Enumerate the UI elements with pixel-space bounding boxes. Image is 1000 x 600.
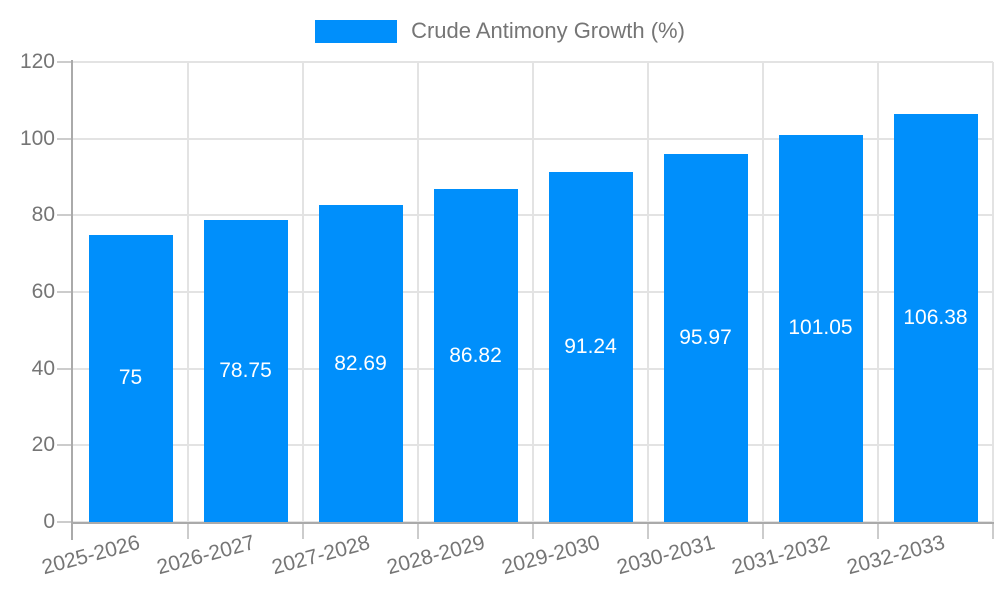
x-tick-mark <box>647 522 649 539</box>
x-tick-mark <box>762 522 764 539</box>
bar[interactable] <box>778 134 863 522</box>
y-axis-tick-label: 60 <box>31 280 55 303</box>
bar-value-label: 106.38 <box>903 306 968 330</box>
y-tick-mark <box>57 367 73 370</box>
x-gridline <box>532 62 534 522</box>
x-gridline <box>302 62 304 522</box>
y-axis-tick-label: 40 <box>31 356 55 380</box>
x-tick-mark <box>877 522 879 539</box>
x-axis-category-label: 2026-2027 <box>154 531 258 580</box>
bar-value-label: 91.24 <box>564 335 617 359</box>
x-gridline <box>877 62 879 522</box>
x-gridline <box>417 62 419 522</box>
x-tick-mark <box>992 522 994 539</box>
bar[interactable] <box>663 154 748 522</box>
bar-value-label: 78.75 <box>219 359 272 383</box>
bar[interactable] <box>433 189 518 522</box>
y-axis-tick-label: 20 <box>31 433 55 457</box>
y-axis-tick-label: 100 <box>19 126 55 150</box>
y-tick-mark <box>57 214 73 217</box>
x-axis-category-label: 2032-2033 <box>844 531 948 580</box>
y-axis-tick-label: 0 <box>43 510 55 533</box>
bar[interactable] <box>318 205 403 522</box>
y-axis-line <box>71 60 73 540</box>
y-tick-mark <box>57 291 73 293</box>
bar-value-label: 101.05 <box>788 316 853 340</box>
y-tick-mark <box>57 61 73 63</box>
bar-value-label: 75 <box>118 366 143 390</box>
y-tick-mark <box>57 444 73 447</box>
x-tick-mark <box>187 522 189 539</box>
bar-value-label: 82.69 <box>334 351 387 375</box>
bar[interactable] <box>88 234 173 522</box>
x-axis-category-label: 2030-2031 <box>614 531 718 580</box>
x-axis-category-label: 2025-2026 <box>39 531 143 580</box>
x-gridline <box>992 62 994 522</box>
y-axis-tick-label: 120 <box>19 50 55 73</box>
x-gridline <box>762 62 764 522</box>
bar-value-label: 86.82 <box>449 343 502 367</box>
x-axis-category-label: 2031-2032 <box>729 531 833 580</box>
x-axis-category-label: 2027-2028 <box>269 531 373 580</box>
y-tick-mark <box>57 137 73 140</box>
bar[interactable] <box>203 220 288 522</box>
x-axis-category-label: 2028-2029 <box>384 531 488 580</box>
bar[interactable] <box>548 172 633 522</box>
x-axis-line <box>71 522 994 524</box>
x-tick-mark <box>417 522 419 539</box>
x-axis-category-label: 2029-2030 <box>499 531 603 580</box>
legend-label: Crude Antimony Growth (%) <box>411 18 685 43</box>
x-tick-mark <box>302 522 304 539</box>
x-gridline <box>647 62 649 522</box>
x-gridline <box>187 62 189 522</box>
bar[interactable] <box>893 114 978 522</box>
bar-value-label: 95.97 <box>679 326 732 350</box>
y-axis-tick-label: 80 <box>31 203 55 227</box>
x-tick-mark <box>532 522 534 539</box>
legend-item[interactable]: Crude Antimony Growth (%) <box>0 18 1000 44</box>
legend-swatch <box>315 19 398 43</box>
y-tick-mark <box>57 521 73 523</box>
